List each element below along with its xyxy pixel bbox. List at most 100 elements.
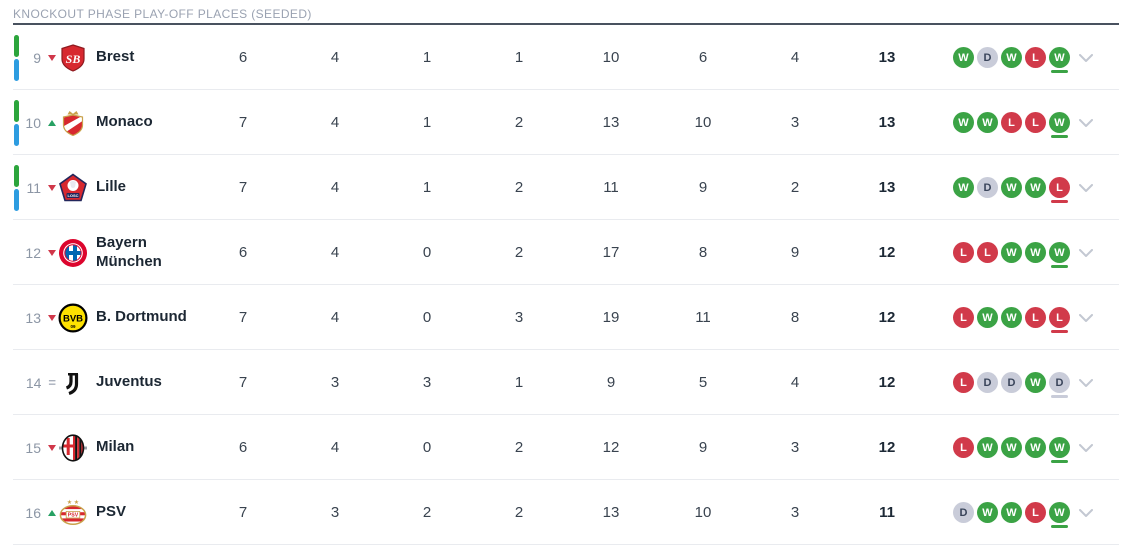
stat-drawn: 2	[422, 504, 432, 521]
team-name: Lille	[96, 178, 127, 196]
stat-won: 4	[330, 179, 340, 196]
chevron-down-icon[interactable]	[1079, 118, 1093, 127]
team-name: PSV	[96, 503, 127, 521]
zone-bar-green	[14, 99, 19, 122]
chevron-down-icon[interactable]	[1079, 313, 1093, 322]
form-result-w-icon: W	[1025, 177, 1046, 198]
stat-goals-for: 17	[602, 244, 620, 261]
team-name: Bayern München	[96, 233, 162, 270]
stat-drawn: 1	[422, 49, 432, 66]
form-result-l-icon: L	[977, 242, 998, 263]
stat-points: 12	[878, 309, 896, 326]
form-result-w-icon: W	[953, 112, 974, 133]
form-result-w-icon: W	[1001, 47, 1022, 68]
stat-goal-diff: 4	[790, 49, 800, 66]
svg-text:LOSC: LOSC	[67, 193, 78, 198]
movement-up-icon	[48, 119, 56, 126]
svg-text:09: 09	[70, 324, 76, 329]
stat-goals-against: 11	[695, 309, 711, 326]
team-badge-juventus	[58, 368, 88, 398]
stat-drawn: 1	[422, 114, 432, 131]
panel-header: KNOCKOUT PHASE PLAY-OFF PLACES (SEEDED)	[13, 5, 1119, 23]
stat-lost: 3	[514, 309, 524, 326]
form-result-l-icon: L	[953, 307, 974, 328]
form-result-w-icon: W	[977, 112, 998, 133]
form-result-w-icon: W	[1001, 437, 1022, 458]
team-name: B. Dortmund	[96, 308, 187, 326]
form-result-d-icon: D	[977, 372, 998, 393]
chevron-down-icon[interactable]	[1079, 183, 1093, 192]
stat-won: 4	[330, 439, 340, 456]
position-number: 11	[26, 179, 41, 196]
stat-drawn: 0	[422, 244, 432, 261]
team-name: Milan	[96, 438, 135, 456]
stat-won: 3	[330, 374, 340, 391]
form-result-w-icon: W	[1025, 372, 1046, 393]
qualification-zone-bar	[14, 99, 19, 146]
svg-text:PSV: PSV	[68, 512, 79, 518]
qualification-zone-bar	[14, 164, 19, 211]
stat-won: 4	[330, 49, 340, 66]
chevron-down-icon[interactable]	[1079, 508, 1093, 517]
team-name: Monaco	[96, 113, 153, 131]
svg-text:SB: SB	[66, 52, 81, 66]
form-result-w-icon: W	[1049, 242, 1070, 268]
chevron-down-icon[interactable]	[1079, 378, 1093, 387]
form-result-l-icon: L	[953, 242, 974, 263]
stat-lost: 2	[514, 114, 524, 131]
movement-down-icon	[48, 249, 56, 256]
form-result-d-icon: D	[1049, 372, 1070, 398]
svg-text:BVB: BVB	[63, 313, 83, 324]
stat-goals-for: 19	[602, 309, 620, 326]
stat-points: 11	[879, 504, 895, 521]
chevron-down-icon[interactable]	[1079, 248, 1093, 257]
team-badge-monaco	[58, 108, 88, 138]
movement-down-icon	[48, 314, 56, 321]
team-badge-brest: SB	[58, 43, 88, 73]
chevron-down-icon[interactable]	[1079, 53, 1093, 62]
form-result-w-icon: W	[1049, 502, 1070, 528]
table-row[interactable]: 13 BVB 09 B. Dortmund 7 4 0 3 19 11 8 12 …	[0, 285, 1125, 350]
form-result-l-icon: L	[1025, 307, 1046, 328]
form-result-w-icon: W	[953, 47, 974, 68]
position-number: 10	[25, 114, 41, 131]
stat-drawn: 0	[422, 309, 432, 326]
zone-bar-blue	[14, 188, 19, 211]
chevron-down-icon[interactable]	[1079, 443, 1093, 452]
stat-goals-against: 9	[698, 179, 708, 196]
stat-points: 12	[878, 439, 896, 456]
stat-points: 12	[878, 374, 896, 391]
stat-goal-diff: 3	[790, 439, 800, 456]
stat-lost: 2	[514, 244, 524, 261]
stat-points: 12	[878, 244, 896, 261]
team-badge-lille: LOSC	[58, 173, 88, 203]
position-number: 9	[33, 49, 41, 66]
stat-goals-against: 6	[698, 49, 708, 66]
stat-played: 7	[238, 504, 248, 521]
form-result-l-icon: L	[1025, 47, 1046, 68]
stat-played: 7	[238, 179, 248, 196]
movement-same-icon: =	[48, 375, 56, 390]
team-name: Brest	[96, 48, 135, 66]
stat-lost: 1	[514, 374, 524, 391]
section-title: KNOCKOUT PHASE PLAY-OFF PLACES (SEEDED)	[13, 7, 312, 21]
